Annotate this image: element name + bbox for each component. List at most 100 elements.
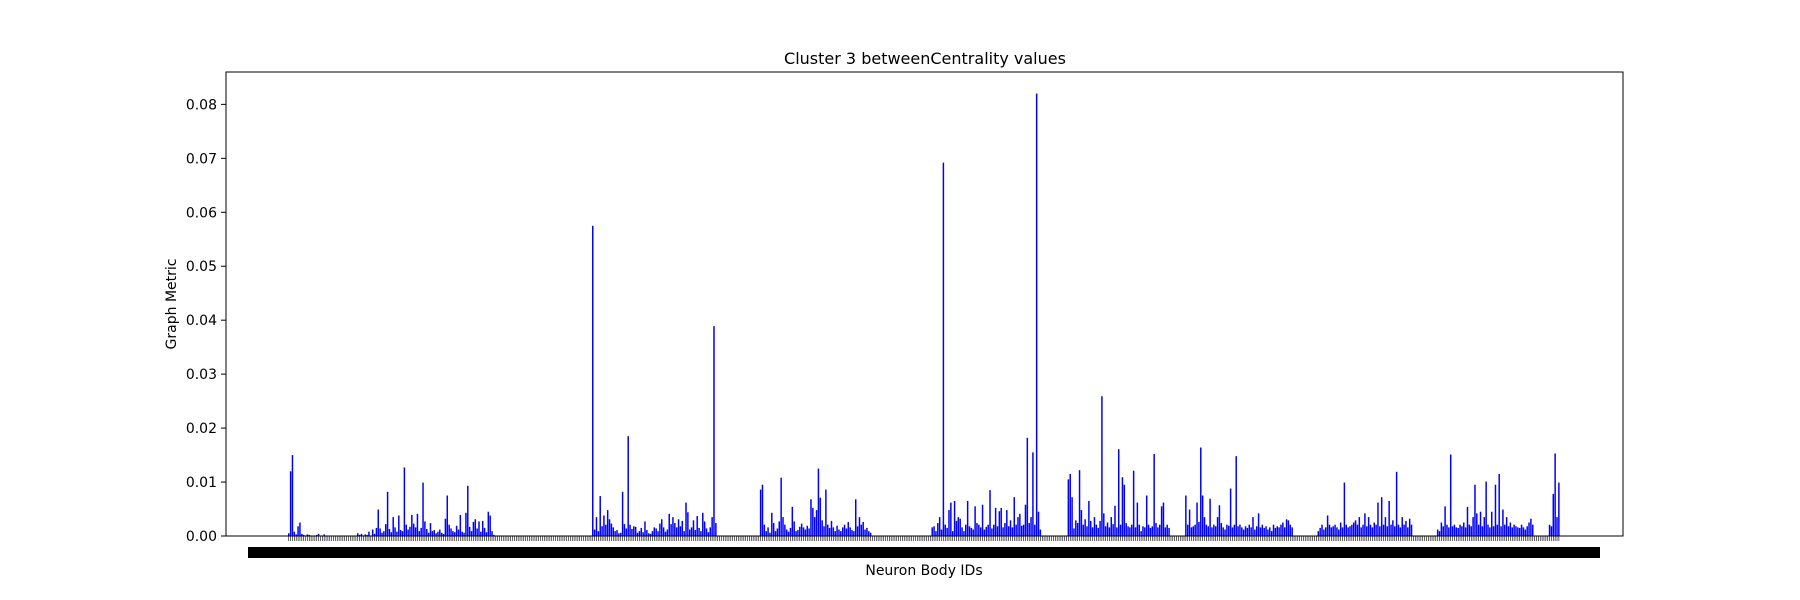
bar [974, 506, 976, 536]
bar [1140, 531, 1142, 536]
bar [993, 524, 995, 536]
bar [1011, 527, 1014, 536]
bar [614, 531, 616, 536]
bar [461, 531, 463, 536]
bar [1159, 524, 1161, 536]
bar [1444, 506, 1446, 536]
bar [1255, 526, 1258, 536]
bar [784, 524, 786, 536]
bar [827, 524, 829, 536]
bar [994, 507, 997, 536]
bar [991, 528, 993, 536]
bar [983, 529, 986, 536]
bar [1269, 527, 1271, 536]
bar [1252, 517, 1254, 536]
bar [1265, 526, 1267, 536]
bar [1017, 517, 1019, 536]
y-tick-label: 0.08 [186, 97, 217, 113]
bar [1211, 527, 1213, 536]
bar [1358, 517, 1361, 536]
bar [1138, 524, 1140, 536]
bar [315, 534, 318, 536]
bar [1116, 527, 1118, 536]
bar [1112, 524, 1114, 536]
bar [1121, 477, 1124, 536]
x-tick-labels-overlap [248, 547, 1600, 558]
bar [689, 529, 691, 536]
bar [843, 524, 846, 536]
bar [715, 523, 717, 536]
bar [435, 533, 437, 536]
bar [668, 513, 670, 536]
bar [1550, 526, 1553, 536]
bar [457, 529, 460, 536]
bar [297, 526, 299, 536]
bar [1168, 527, 1170, 536]
bar [1392, 520, 1394, 536]
bar [295, 534, 297, 536]
bar [634, 526, 637, 536]
bar [651, 531, 654, 536]
bar [422, 482, 424, 536]
bar [1080, 510, 1083, 536]
bar [705, 528, 708, 536]
bar [1339, 522, 1342, 536]
bar [1319, 527, 1321, 536]
bar [823, 526, 825, 536]
bar [869, 532, 872, 536]
bar [1448, 527, 1450, 536]
bar [785, 529, 788, 536]
bar [1366, 526, 1368, 536]
bar [694, 530, 697, 536]
bar [1134, 527, 1137, 536]
bar [948, 510, 950, 536]
bar [653, 527, 656, 536]
bar [987, 524, 989, 536]
bar [836, 525, 838, 536]
bar [1015, 524, 1017, 536]
bar [854, 499, 857, 536]
bar [1483, 517, 1486, 536]
bar [467, 485, 469, 536]
bar [1282, 522, 1284, 536]
bar [1379, 526, 1381, 536]
bar [383, 531, 385, 536]
bar [955, 520, 958, 536]
bar [647, 533, 650, 536]
bar [1518, 527, 1521, 536]
bar [446, 495, 449, 536]
bar [411, 514, 413, 536]
bar [1283, 527, 1286, 536]
bar [485, 532, 488, 536]
bar [1461, 526, 1463, 536]
bar [427, 532, 430, 536]
bar [1233, 524, 1236, 536]
bar [1321, 524, 1323, 536]
bar [774, 531, 777, 536]
bar [692, 520, 695, 536]
bar [308, 534, 311, 536]
bar [1263, 527, 1265, 536]
bar [772, 523, 775, 536]
bar [381, 532, 383, 536]
bar [1200, 447, 1202, 536]
bar [1153, 453, 1155, 536]
bar [940, 529, 943, 536]
bar [636, 532, 639, 536]
bar [1436, 529, 1439, 536]
bar [1362, 524, 1364, 536]
bar [1440, 522, 1443, 536]
bar [455, 525, 458, 536]
bar [685, 502, 687, 536]
bar [412, 523, 415, 536]
bar [666, 529, 669, 536]
bar [1132, 470, 1135, 536]
bar [453, 532, 456, 536]
bar [828, 527, 831, 536]
bar [675, 527, 678, 536]
bar [384, 524, 387, 536]
bar [1097, 527, 1099, 536]
bar [1108, 527, 1111, 536]
